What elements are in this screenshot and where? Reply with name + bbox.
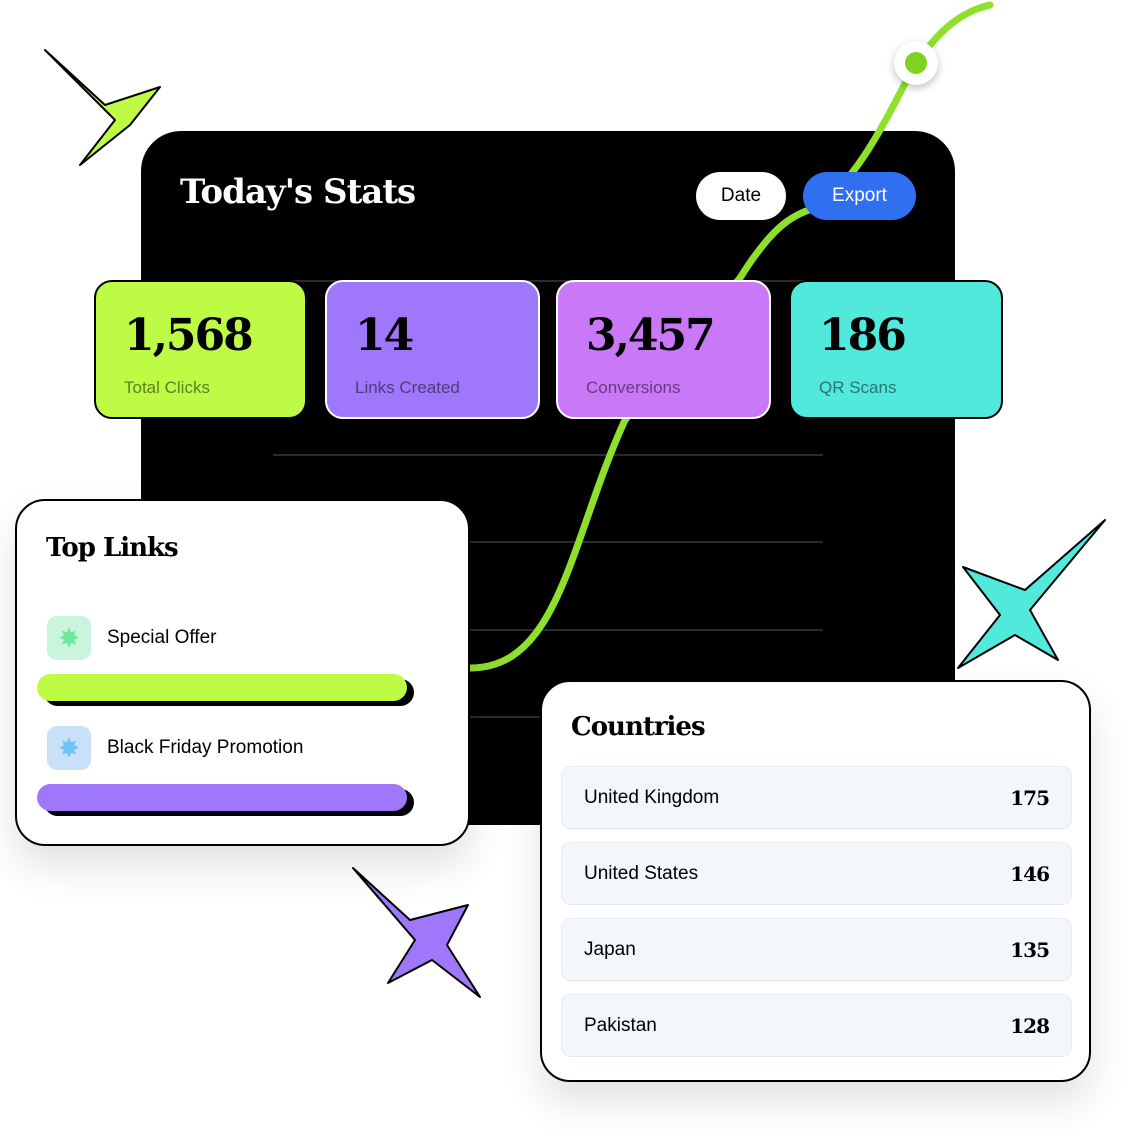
stat-card-qr-scans: 186 QR Scans — [789, 280, 1003, 419]
country-row: United Kingdom 175 — [561, 766, 1072, 829]
export-button[interactable]: Export — [803, 172, 916, 220]
country-row: United States 146 — [561, 842, 1072, 905]
teal-sparkle-icon — [957, 519, 1106, 669]
gridline — [273, 454, 823, 456]
date-button[interactable]: Date — [696, 172, 786, 220]
stat-value: 1,568 — [124, 310, 254, 361]
country-name: Japan — [584, 938, 636, 960]
stat-value: 3,457 — [586, 310, 716, 361]
link-progress-bar — [37, 784, 407, 811]
country-count: 146 — [1010, 861, 1050, 886]
countries-card: Countries United Kingdom 175 United State… — [540, 680, 1091, 1082]
gridline — [273, 280, 823, 282]
stat-label: Conversions — [586, 378, 681, 397]
country-name: United Kingdom — [584, 786, 720, 808]
country-count: 135 — [1010, 937, 1050, 962]
stat-card-conversions: 3,457 Conversions — [556, 280, 771, 419]
countries-title: Countries — [571, 712, 706, 742]
stat-card-total-clicks: 1,568 Total Clicks — [94, 280, 307, 419]
purple-sparkle-icon — [352, 867, 481, 998]
stat-value: 14 — [355, 310, 414, 361]
top-links-title: Top Links — [46, 533, 179, 563]
link-label: Black Friday Promotion — [107, 737, 304, 758]
country-count: 128 — [1010, 1013, 1050, 1038]
country-name: Pakistan — [584, 1014, 657, 1036]
link-label: Special Offer — [107, 627, 217, 648]
country-count: 175 — [1010, 785, 1050, 810]
stat-card-links-created: 14 Links Created — [325, 280, 540, 419]
country-row: Pakistan 128 — [561, 994, 1072, 1057]
gridline — [273, 629, 823, 631]
stat-label: QR Scans — [819, 378, 897, 397]
lime-sparkle-icon — [44, 49, 161, 166]
gridline — [273, 541, 823, 543]
stat-label: Total Clicks — [124, 378, 210, 397]
sparkle-icon: ✸ — [47, 616, 91, 660]
country-name: United States — [584, 862, 699, 884]
sparkle-icon: ✸ — [47, 726, 91, 770]
country-row: Japan 135 — [561, 918, 1072, 981]
top-links-card: Top Links ✸ Special Offer ✸ Black Friday… — [15, 499, 470, 846]
link-item-black-friday[interactable]: ✸ Black Friday Promotion — [47, 726, 303, 770]
stat-value: 186 — [819, 310, 907, 361]
page-title: Today's Stats — [180, 172, 416, 212]
link-item-special-offer[interactable]: ✸ Special Offer — [47, 616, 216, 660]
stat-label: Links Created — [355, 378, 460, 397]
link-progress-bar — [37, 674, 407, 701]
